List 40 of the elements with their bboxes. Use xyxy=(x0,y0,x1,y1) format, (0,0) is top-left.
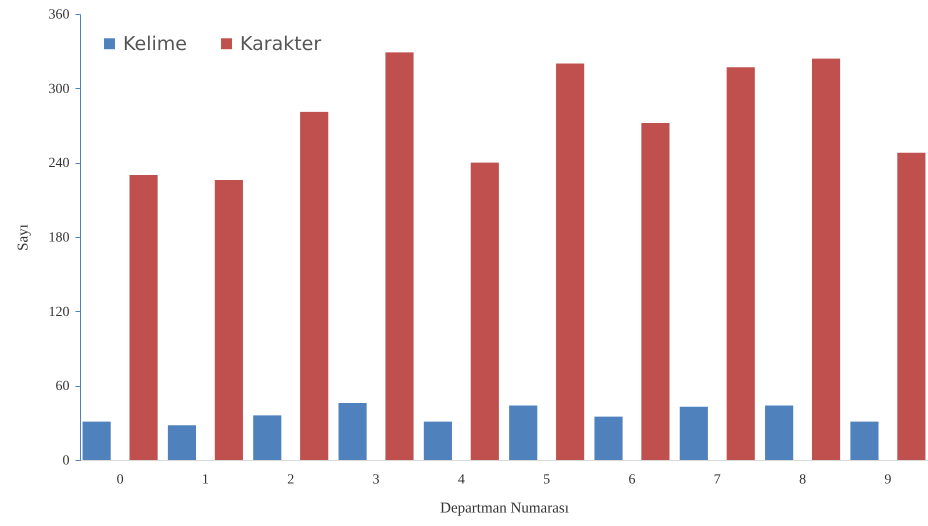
x-tick-label: 5 xyxy=(543,472,550,488)
y-tick-label: 180 xyxy=(48,230,70,246)
bar xyxy=(765,405,794,460)
x-axis-title: Departman Numarası xyxy=(440,500,569,516)
bar xyxy=(129,175,158,460)
bar xyxy=(470,162,499,460)
x-tick-label: 9 xyxy=(884,472,892,488)
bar xyxy=(680,406,708,460)
y-tick-label: 120 xyxy=(48,304,70,320)
x-tick-label: 3 xyxy=(372,472,380,488)
y-tick-label: 60 xyxy=(56,379,70,394)
x-tick-label: 1 xyxy=(202,472,209,488)
bar xyxy=(338,403,367,460)
y-tick-label: 0 xyxy=(62,454,70,468)
y-tick-label: 300 xyxy=(48,82,70,97)
bar xyxy=(726,67,755,460)
x-tick-label: 0 xyxy=(116,472,124,488)
bar xyxy=(214,180,243,460)
bar xyxy=(556,64,584,460)
y-tick-label: 360 xyxy=(48,8,70,22)
bar xyxy=(641,123,670,460)
x-tick-label: 7 xyxy=(714,472,721,488)
bar xyxy=(812,58,840,460)
bar xyxy=(509,405,538,460)
legend-label: Karakter xyxy=(240,32,322,55)
bar xyxy=(168,425,196,460)
bar xyxy=(300,112,328,460)
x-tick-label: 2 xyxy=(287,472,294,488)
bar xyxy=(897,152,926,460)
bar xyxy=(850,422,879,460)
y-tick-label: 240 xyxy=(48,156,70,172)
bar xyxy=(424,422,452,460)
bar xyxy=(385,52,414,460)
x-tick-label: 8 xyxy=(799,472,806,488)
x-tick-label: 6 xyxy=(628,472,636,488)
legend-label: Kelime xyxy=(123,32,187,55)
bar xyxy=(253,415,282,460)
bar xyxy=(594,416,623,460)
x-tick-label: 4 xyxy=(458,472,465,488)
y-axis-title: Sayı xyxy=(16,224,32,251)
